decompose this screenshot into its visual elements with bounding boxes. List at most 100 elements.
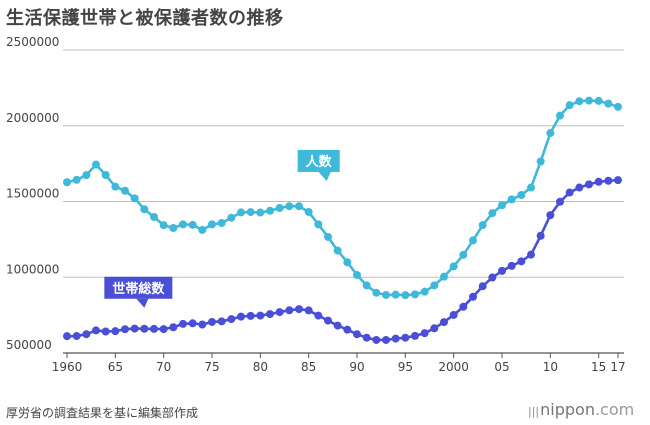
data-point	[63, 178, 71, 187]
data-point	[179, 220, 187, 229]
x-tick-label: 17	[610, 360, 625, 374]
data-point	[198, 320, 207, 329]
data-point	[478, 221, 487, 230]
data-point	[401, 291, 410, 300]
series-line-1	[66, 178, 619, 342]
data-point	[585, 180, 593, 189]
series-label-0: 人数	[297, 149, 340, 181]
y-tick-label: 500000	[6, 338, 52, 352]
series-label-1: 世帯総数	[104, 276, 173, 308]
data-point	[556, 197, 564, 206]
data-point	[140, 205, 149, 214]
data-point	[333, 321, 342, 330]
data-point	[498, 266, 506, 275]
data-point	[169, 323, 178, 332]
x-tick-label: 2000	[438, 360, 469, 374]
data-point	[488, 209, 497, 218]
data-point	[507, 261, 516, 270]
data-point	[121, 186, 129, 195]
series-label-box	[104, 276, 173, 299]
data-point	[237, 208, 245, 217]
data-point	[82, 330, 91, 339]
data-point	[459, 302, 468, 311]
data-point	[275, 308, 284, 317]
data-point	[372, 335, 381, 344]
data-point	[411, 331, 419, 340]
x-tick-label: 10	[543, 360, 558, 374]
chart-title: 生活保護世帯と被保護者数の推移	[6, 8, 284, 29]
data-point	[130, 194, 139, 203]
data-point	[121, 325, 129, 334]
data-point	[362, 333, 371, 342]
data-point	[420, 287, 429, 296]
data-point	[130, 324, 139, 333]
data-point	[614, 176, 622, 185]
data-point	[546, 129, 555, 138]
data-point	[391, 290, 400, 299]
series-label-pointer	[318, 171, 331, 181]
data-point	[343, 325, 352, 334]
x-tick-label: 15	[591, 360, 606, 374]
data-point	[246, 208, 255, 217]
data-point	[353, 270, 361, 279]
data-point	[536, 157, 545, 166]
x-tick-label: 80	[253, 360, 268, 374]
data-point	[295, 305, 303, 314]
logo-suffix: .com	[594, 400, 635, 419]
data-point	[333, 246, 342, 255]
data-point	[498, 201, 506, 210]
data-point	[217, 219, 226, 228]
data-point	[266, 206, 274, 215]
data-point	[546, 211, 555, 220]
data-point	[430, 281, 439, 290]
data-point	[150, 212, 158, 221]
data-point	[285, 202, 294, 211]
data-point	[507, 195, 516, 204]
data-point	[362, 281, 371, 290]
data-point	[565, 101, 574, 110]
data-point	[295, 202, 303, 211]
series-label-box	[297, 149, 340, 172]
data-point	[159, 325, 168, 334]
logo-bars-icon: |||	[528, 405, 540, 418]
data-point	[469, 236, 477, 245]
nippon-logo: |||nippon.com	[528, 400, 634, 419]
data-point	[517, 190, 526, 199]
data-point	[92, 326, 100, 335]
data-point	[314, 311, 323, 320]
data-point	[304, 207, 313, 216]
data-point	[440, 318, 448, 327]
source-note: 厚労省の調査結果を基に編集部作成	[6, 406, 199, 420]
data-point	[63, 332, 71, 341]
series-points-layer	[63, 96, 622, 344]
y-tick-label: 1500000	[6, 187, 59, 201]
data-point	[517, 257, 526, 266]
data-point	[246, 311, 255, 320]
data-point	[314, 220, 323, 229]
data-point	[353, 330, 361, 339]
data-point	[449, 262, 458, 271]
data-point	[266, 310, 274, 319]
data-point	[478, 282, 487, 291]
data-point	[188, 319, 197, 328]
data-point	[188, 220, 197, 229]
data-point	[208, 220, 216, 229]
data-point	[111, 327, 120, 336]
data-point	[275, 204, 284, 213]
data-point	[169, 224, 178, 233]
data-point	[227, 213, 236, 222]
data-point	[594, 177, 603, 186]
x-tick-label: 75	[204, 360, 219, 374]
data-point	[101, 327, 110, 336]
series-label-pointer	[136, 298, 149, 308]
data-point	[92, 160, 100, 169]
data-point	[575, 183, 584, 192]
data-point	[217, 317, 226, 326]
data-point	[227, 315, 236, 324]
data-point	[449, 310, 458, 319]
data-point	[440, 272, 448, 281]
data-point	[140, 324, 149, 333]
data-point	[324, 232, 332, 241]
y-tick-label: 1000000	[6, 262, 59, 276]
